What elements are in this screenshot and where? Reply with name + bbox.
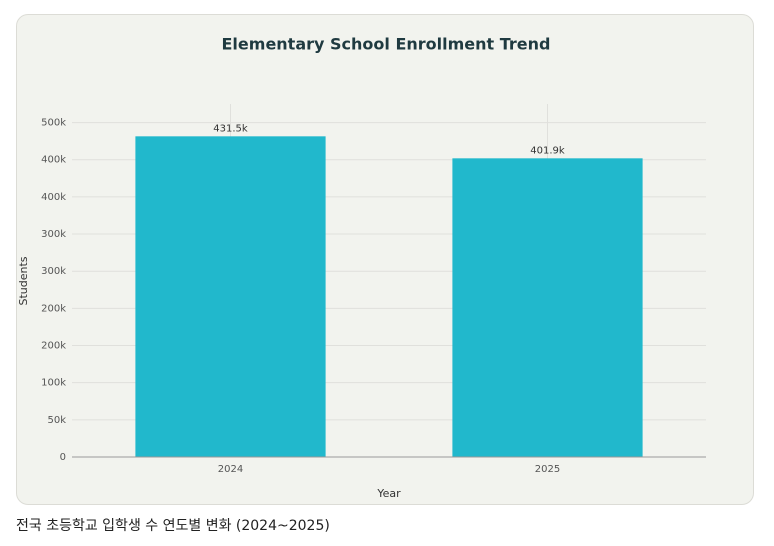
chart: Elementary School Enrollment Trend Year … [17,35,706,500]
y-tick-label: 500k [41,118,66,129]
caption: 전국 초등학교 입학생 수 연도별 변화 (2024~2025) [16,518,330,534]
y-tick-label: 200k [41,303,66,314]
x-tick-label: 2024 [218,464,243,475]
bar [452,158,643,458]
y-tick-label: 400k [41,192,66,203]
x-tick-label: 2025 [535,464,560,475]
bar [135,136,326,457]
data-label: 431.5k [213,123,248,134]
y-tick-label: 0 [60,452,66,463]
y-tick-label: 200k [41,341,66,352]
x-axis-label: Year [376,487,401,500]
y-tick-label: 300k [41,229,66,240]
data-label: 401.9k [530,145,565,156]
y-tick-label: 100k [41,378,66,389]
y-tick-label: 400k [41,155,66,166]
y-axis-label: Students [17,256,30,305]
chart-title: Elementary School Enrollment Trend [222,35,551,54]
y-tick-label: 50k [47,415,66,426]
y-tick-label: 300k [41,266,66,277]
